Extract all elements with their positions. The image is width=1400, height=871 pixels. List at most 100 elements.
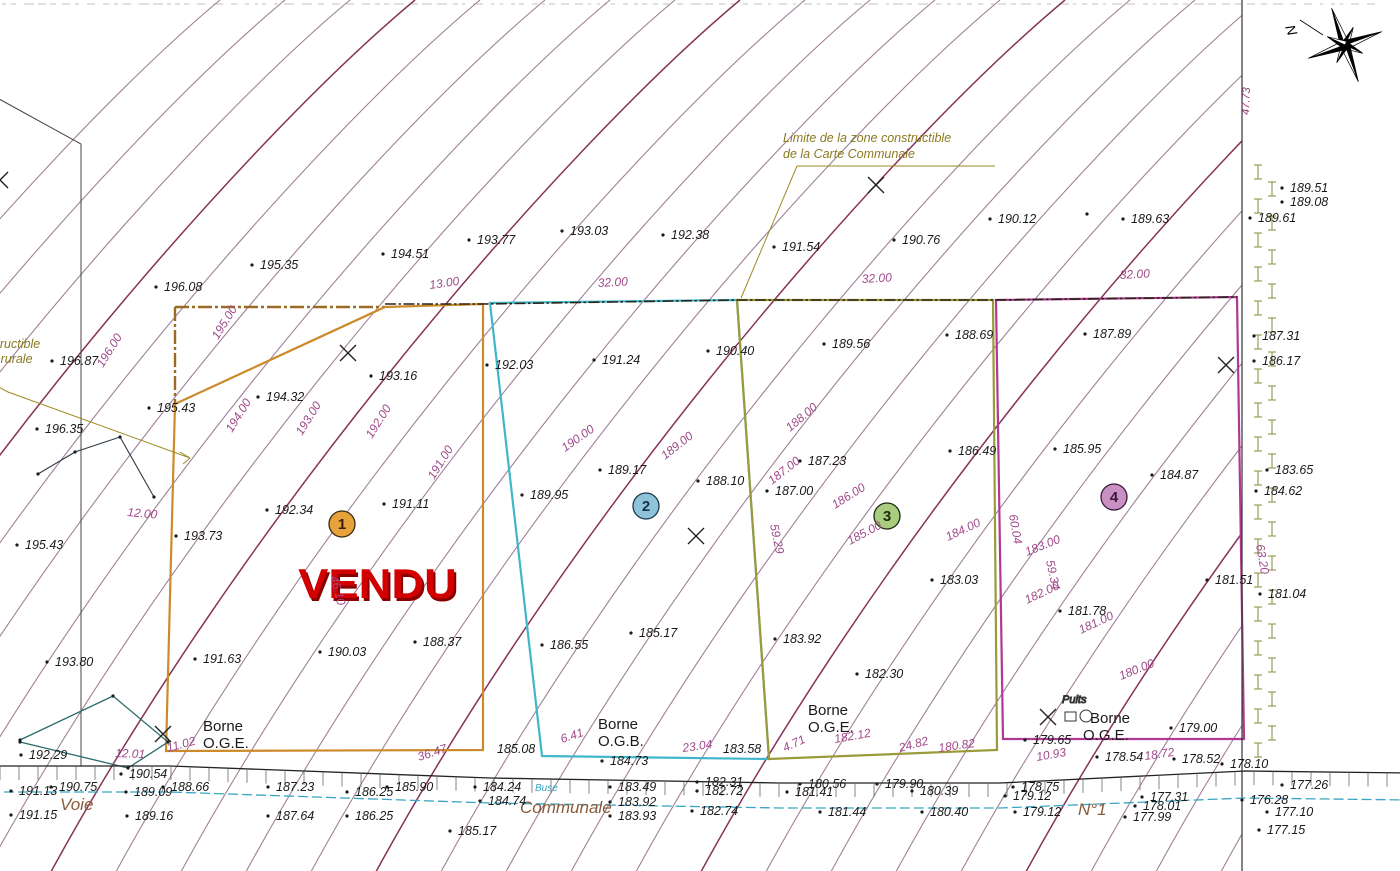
svg-text:189.17: 189.17: [608, 463, 647, 477]
svg-text:195.35: 195.35: [260, 258, 298, 272]
svg-text:192.29: 192.29: [29, 748, 67, 762]
svg-text:190.76: 190.76: [902, 233, 940, 247]
svg-text:183.49: 183.49: [618, 780, 656, 794]
svg-text:Voie: Voie: [60, 795, 93, 814]
svg-text:183.92: 183.92: [618, 795, 656, 809]
svg-text:186.55: 186.55: [550, 638, 588, 652]
svg-text:Puits: Puits: [1062, 694, 1087, 706]
svg-text:179.12: 179.12: [1023, 805, 1061, 819]
svg-text:12.00: 12.00: [127, 505, 158, 522]
svg-text:185.17: 185.17: [639, 626, 678, 640]
svg-text:192.38: 192.38: [671, 228, 709, 242]
svg-text:191.15: 191.15: [19, 808, 57, 822]
svg-text:183.93: 183.93: [618, 809, 656, 823]
svg-text:184.74: 184.74: [488, 794, 526, 808]
svg-text:181.51: 181.51: [1215, 573, 1253, 587]
svg-text:187.31: 187.31: [1262, 329, 1300, 343]
svg-text:177.15: 177.15: [1267, 823, 1305, 837]
svg-text:179.00: 179.00: [1179, 721, 1217, 735]
svg-text:Limite de la zone constructibl: Limite de la zone constructible: [783, 131, 951, 145]
svg-text:187.23: 187.23: [808, 454, 846, 468]
svg-text:183.58: 183.58: [723, 742, 761, 756]
svg-text:186.25: 186.25: [355, 809, 393, 823]
svg-text:184.87: 184.87: [1160, 468, 1199, 482]
svg-text:187.64: 187.64: [276, 809, 314, 823]
svg-text:183.65: 183.65: [1275, 463, 1313, 477]
svg-text:182.30: 182.30: [865, 667, 903, 681]
svg-text:1: 1: [338, 516, 346, 533]
svg-text:190.03: 190.03: [328, 645, 366, 659]
svg-text:177.26: 177.26: [1290, 778, 1328, 792]
svg-text:189.61: 189.61: [1258, 211, 1296, 225]
svg-text:190.75: 190.75: [59, 780, 97, 794]
svg-text:181.04: 181.04: [1268, 587, 1306, 601]
svg-text:177.10: 177.10: [1275, 805, 1313, 819]
svg-text:32.00: 32.00: [861, 270, 892, 286]
svg-text:194.32: 194.32: [266, 390, 304, 404]
svg-text:4: 4: [1110, 489, 1119, 506]
svg-text:185.08: 185.08: [497, 742, 535, 756]
svg-text:181.41: 181.41: [795, 785, 833, 799]
svg-text:184.73: 184.73: [610, 754, 648, 768]
svg-text:180.40: 180.40: [930, 805, 968, 819]
svg-text:186.49: 186.49: [958, 444, 996, 458]
svg-text:183.92: 183.92: [783, 632, 821, 646]
svg-text:Buse: Buse: [535, 783, 558, 794]
svg-text:VENDU: VENDU: [298, 561, 457, 608]
svg-text:195.43: 195.43: [25, 538, 63, 552]
svg-text:O.G.E.: O.G.E.: [203, 735, 249, 752]
svg-text:187.23: 187.23: [276, 780, 314, 794]
svg-text:189.56: 189.56: [832, 337, 870, 351]
svg-text:178.52: 178.52: [1182, 752, 1220, 766]
svg-text:12.01: 12.01: [115, 746, 146, 761]
svg-text:191.11: 191.11: [392, 497, 429, 511]
svg-text:179.65: 179.65: [1033, 733, 1071, 747]
svg-text:Communale: Communale: [520, 798, 612, 817]
svg-text:190.40: 190.40: [716, 344, 754, 358]
svg-text:195.43: 195.43: [157, 401, 195, 415]
svg-text:193.03: 193.03: [570, 224, 608, 238]
svg-text:191.24: 191.24: [602, 353, 640, 367]
svg-text:189.08: 189.08: [1290, 195, 1328, 209]
svg-text:186.17: 186.17: [1262, 354, 1301, 368]
svg-text:3: 3: [883, 508, 891, 525]
svg-text:Borne: Borne: [808, 702, 848, 719]
svg-text:188.37: 188.37: [423, 635, 462, 649]
svg-text:N°1: N°1: [1078, 800, 1107, 819]
svg-text:2: 2: [642, 498, 650, 515]
svg-text:47.73: 47.73: [1240, 86, 1253, 115]
svg-text:185.17: 185.17: [458, 824, 497, 838]
svg-text:189.95: 189.95: [530, 488, 568, 502]
svg-text:192.03: 192.03: [495, 358, 533, 372]
svg-text:32.00: 32.00: [597, 274, 628, 290]
svg-text:193.77: 193.77: [477, 233, 516, 247]
svg-text:184.62: 184.62: [1264, 484, 1302, 498]
svg-text:196.08: 196.08: [164, 280, 202, 294]
svg-text:178.54: 178.54: [1105, 750, 1143, 764]
svg-text:O.G.B.: O.G.B.: [598, 733, 644, 750]
svg-text:180.39: 180.39: [920, 784, 958, 798]
svg-text:193.73: 193.73: [184, 529, 222, 543]
svg-text:189.63: 189.63: [1131, 212, 1169, 226]
svg-text:188.69: 188.69: [955, 328, 993, 342]
svg-text:194.51: 194.51: [391, 247, 429, 261]
svg-text:191.54: 191.54: [782, 240, 820, 254]
svg-text:190.12: 190.12: [998, 212, 1036, 226]
svg-text:constructible: constructible: [0, 337, 40, 351]
svg-text:193.16: 193.16: [379, 369, 417, 383]
svg-text:187.00: 187.00: [775, 484, 813, 498]
svg-text:185.95: 185.95: [1063, 442, 1101, 456]
svg-text:196.35: 196.35: [45, 422, 83, 436]
svg-text:Borne: Borne: [1090, 710, 1130, 727]
svg-text:193.80: 193.80: [55, 655, 93, 669]
svg-text:181.44: 181.44: [828, 805, 866, 819]
svg-text:189.16: 189.16: [135, 809, 173, 823]
svg-text:192.34: 192.34: [275, 503, 313, 517]
svg-text:177.99: 177.99: [1133, 810, 1171, 824]
svg-text:32.00: 32.00: [1119, 266, 1150, 282]
svg-text:179.90: 179.90: [885, 777, 923, 791]
svg-text:188.66: 188.66: [171, 780, 209, 794]
svg-text:179.12: 179.12: [1013, 789, 1051, 803]
svg-text:Borne: Borne: [598, 716, 638, 733]
svg-text:182.72: 182.72: [705, 784, 743, 798]
